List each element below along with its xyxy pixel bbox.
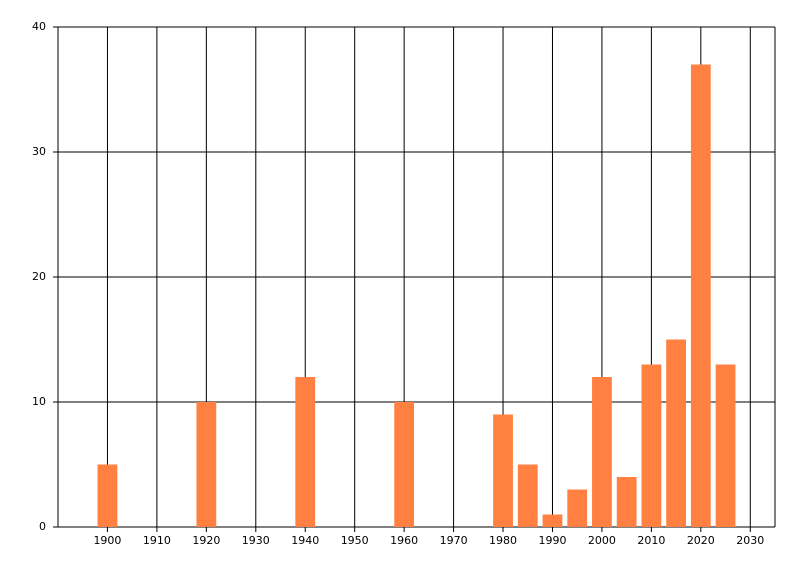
bar xyxy=(394,402,415,527)
x-tick-label: 1920 xyxy=(192,534,220,547)
x-tick-label: 1940 xyxy=(291,534,319,547)
x-tick-label: 1970 xyxy=(440,534,468,547)
x-tick-label: 1930 xyxy=(242,534,270,547)
y-tick-label: 10 xyxy=(32,395,46,408)
x-tick-label: 1950 xyxy=(341,534,369,547)
x-tick-label: 1910 xyxy=(143,534,171,547)
bar xyxy=(542,514,563,527)
x-tick-label: 2020 xyxy=(687,534,715,547)
bar xyxy=(567,489,588,527)
bar xyxy=(592,377,612,527)
bar xyxy=(666,339,686,527)
y-tick-label: 0 xyxy=(39,520,46,533)
bar xyxy=(196,402,217,527)
bar xyxy=(616,477,637,527)
bar xyxy=(97,464,118,527)
x-tick-label: 2030 xyxy=(736,534,764,547)
x-tick-label: 1980 xyxy=(489,534,517,547)
bar xyxy=(715,364,736,527)
y-tick-label: 30 xyxy=(32,145,46,158)
bar xyxy=(641,364,662,527)
bar xyxy=(517,464,538,527)
x-tick-label: 1960 xyxy=(390,534,418,547)
y-tick-label: 20 xyxy=(32,270,46,283)
x-tick-label: 1900 xyxy=(93,534,121,547)
x-tick-label: 1990 xyxy=(538,534,566,547)
x-tick-label: 2000 xyxy=(588,534,616,547)
bar xyxy=(690,64,711,527)
bar xyxy=(493,414,513,527)
x-tick-label: 2010 xyxy=(637,534,665,547)
bar xyxy=(295,377,316,527)
y-tick-label: 40 xyxy=(32,20,46,33)
